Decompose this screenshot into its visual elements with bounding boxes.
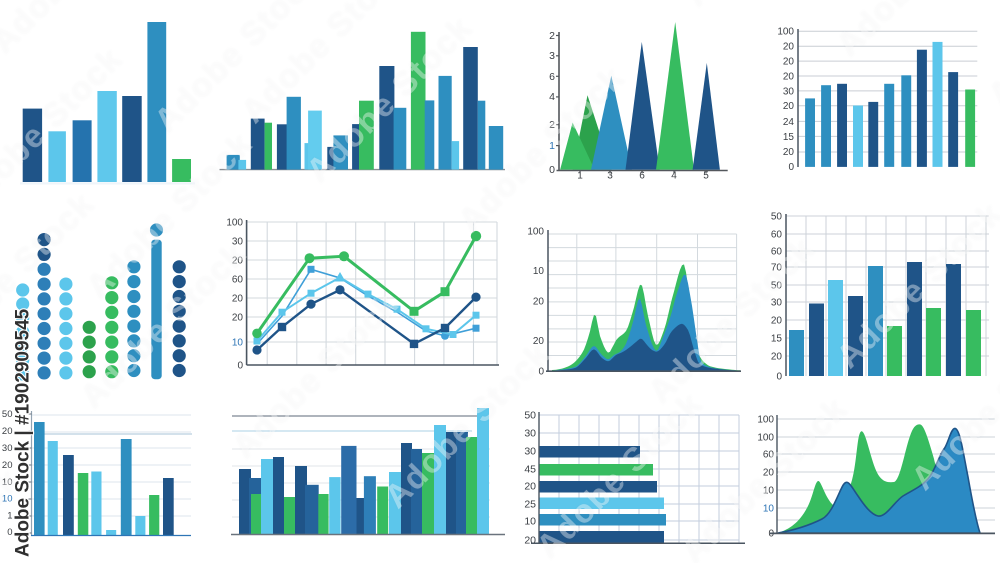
svg-text:10: 10: [533, 266, 545, 277]
svg-text:3: 3: [607, 171, 613, 182]
svg-text:30: 30: [524, 446, 536, 458]
svg-text:30: 30: [783, 87, 795, 98]
svg-text:0: 0: [788, 162, 794, 173]
svg-text:100: 100: [757, 433, 774, 444]
svg-text:Adobe Stock: Adobe Stock: [225, 284, 405, 464]
svg-text:20: 20: [783, 57, 795, 68]
svg-text:10: 10: [2, 494, 13, 505]
svg-text:0: 0: [237, 361, 243, 372]
svg-text:0: 0: [7, 527, 12, 538]
svg-text:20: 20: [524, 535, 536, 547]
svg-text:20: 20: [232, 294, 244, 305]
svg-text:10: 10: [763, 504, 775, 515]
svg-text:0: 0: [549, 164, 555, 176]
svg-text:5: 5: [703, 171, 709, 182]
svg-text:50: 50: [771, 281, 783, 292]
svg-text:4: 4: [549, 91, 555, 103]
svg-text:10: 10: [2, 477, 13, 488]
svg-text:6: 6: [639, 171, 645, 182]
svg-text:Adobe Stock | #1902909545: Adobe Stock | #1902909545: [13, 308, 34, 557]
svg-text:2: 2: [549, 119, 555, 131]
svg-text:20: 20: [232, 256, 244, 267]
svg-text:20: 20: [783, 147, 795, 158]
svg-text:100: 100: [226, 218, 243, 229]
svg-text:20: 20: [524, 481, 536, 493]
svg-text:25: 25: [524, 499, 536, 511]
svg-text:3: 3: [549, 50, 555, 62]
svg-text:30: 30: [232, 237, 244, 248]
svg-text:20: 20: [783, 72, 795, 83]
svg-text:100: 100: [527, 227, 544, 238]
svg-text:20: 20: [763, 468, 775, 479]
svg-text:Adobe Stock: Adobe Stock: [677, 0, 857, 13]
svg-text:0: 0: [538, 367, 544, 378]
svg-text:20: 20: [771, 352, 783, 363]
svg-text:100: 100: [777, 27, 794, 38]
svg-text:30: 30: [2, 443, 13, 454]
svg-text:20: 20: [2, 426, 13, 437]
svg-text:50: 50: [771, 212, 783, 223]
svg-text:Adobe Stock: Adobe Stock: [981, 0, 1000, 113]
svg-text:15: 15: [783, 132, 795, 143]
svg-text:20: 20: [783, 42, 795, 53]
svg-text:4: 4: [671, 171, 677, 182]
svg-text:50: 50: [2, 409, 13, 420]
svg-text:20: 20: [2, 460, 13, 471]
svg-text:Adobe Stock: Adobe Stock: [0, 0, 164, 60]
svg-text:10: 10: [232, 338, 244, 349]
svg-text:70: 70: [771, 263, 783, 274]
svg-text:60: 60: [771, 247, 783, 258]
svg-text:100: 100: [757, 415, 774, 426]
svg-text:0: 0: [776, 372, 782, 383]
svg-text:60: 60: [771, 230, 783, 241]
svg-text:6: 6: [549, 71, 555, 83]
svg-text:10: 10: [524, 516, 536, 528]
svg-text:1: 1: [7, 511, 12, 522]
svg-text:45: 45: [524, 464, 536, 476]
svg-text:20: 20: [232, 313, 244, 324]
svg-text:20: 20: [771, 316, 783, 327]
svg-text:1: 1: [577, 171, 583, 182]
svg-text:1: 1: [549, 140, 555, 152]
svg-text:20: 20: [533, 336, 545, 347]
svg-text:20: 20: [533, 297, 545, 308]
svg-text:10: 10: [763, 486, 775, 497]
svg-text:60: 60: [232, 275, 244, 286]
svg-text:20: 20: [783, 101, 795, 112]
svg-text:24: 24: [783, 117, 795, 128]
svg-text:50: 50: [524, 410, 536, 422]
svg-text:60: 60: [763, 450, 775, 461]
svg-text:15: 15: [771, 334, 783, 345]
svg-text:30: 30: [524, 428, 536, 440]
svg-text:30: 30: [771, 298, 783, 309]
svg-text:2: 2: [549, 30, 555, 42]
